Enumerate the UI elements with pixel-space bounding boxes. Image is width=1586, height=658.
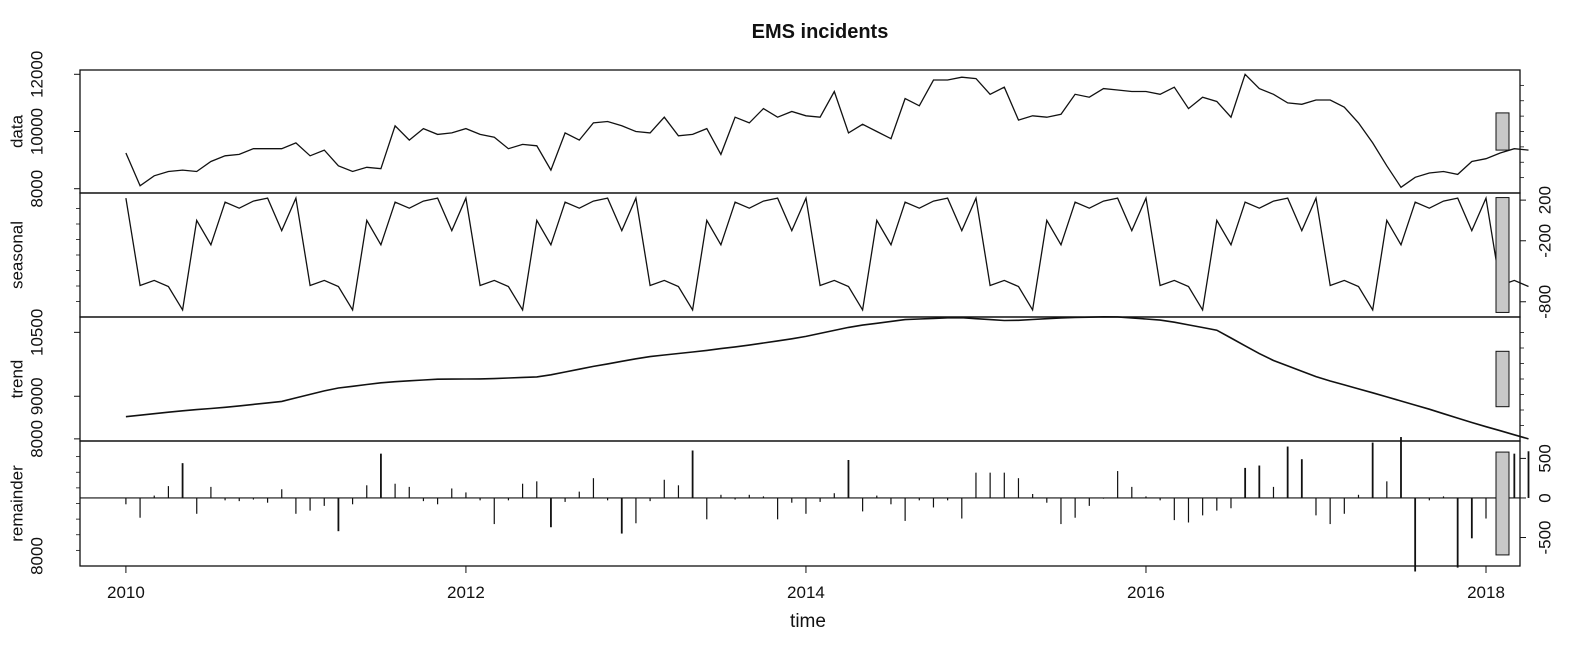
panels-group: 80001000012000data200-200-800seasonal800… <box>7 51 1554 575</box>
y-tick-label-data: 12000 <box>27 51 46 98</box>
scale-bar-trend <box>1495 350 1510 408</box>
y-tick-label-trend: 10500 <box>27 309 46 356</box>
scale-bar-seasonal <box>1495 197 1510 313</box>
y-tick-label-trend: 8000 <box>27 420 46 458</box>
x-tick-label: 2012 <box>447 583 485 602</box>
y-tick-label-data: 10000 <box>27 108 46 155</box>
y-tick-label-remainder-extra: 8000 <box>27 537 46 575</box>
panel-label-remainder: remainder <box>7 465 26 542</box>
scale-bar-data <box>1495 112 1510 151</box>
panel-label-trend: trend <box>7 360 26 399</box>
series-line-seasonal <box>125 195 1529 312</box>
x-tick-label: 2010 <box>107 583 145 602</box>
series-line-trend <box>125 315 1529 440</box>
y-tick-label-seasonal: 200 <box>1535 186 1554 214</box>
y-tick-label-remainder: 0 <box>1535 493 1554 502</box>
series-line-data <box>125 73 1529 189</box>
chart-title: EMS incidents <box>752 21 889 43</box>
y-tick-label-seasonal: -200 <box>1535 224 1554 258</box>
y-tick-label-remainder: 500 <box>1535 444 1554 472</box>
panel-frame-data <box>79 69 1521 194</box>
x-axis: 2010 2012 2014 2016 2018 <box>107 566 1505 602</box>
scale-bar-remainder <box>1495 451 1510 556</box>
panel-seasonal: 200 -200 -800 seasonal <box>7 186 1554 319</box>
x-axis-title: time <box>790 611 826 632</box>
panel-label-data: data <box>7 114 26 148</box>
x-tick-label: 2018 <box>1467 583 1505 602</box>
panel-label-seasonal: seasonal <box>7 221 26 289</box>
y-tick-label-remainder: -500 <box>1535 521 1554 555</box>
panel-frame-trend <box>79 316 1521 442</box>
x-tick-label: 2016 <box>1127 583 1165 602</box>
x-tick-label: 2014 <box>787 583 825 602</box>
y-tick-label-data: 8000 <box>27 170 46 208</box>
y-tick-label-seasonal: -800 <box>1535 285 1554 319</box>
y-tick-label-trend: 9000 <box>27 377 46 415</box>
